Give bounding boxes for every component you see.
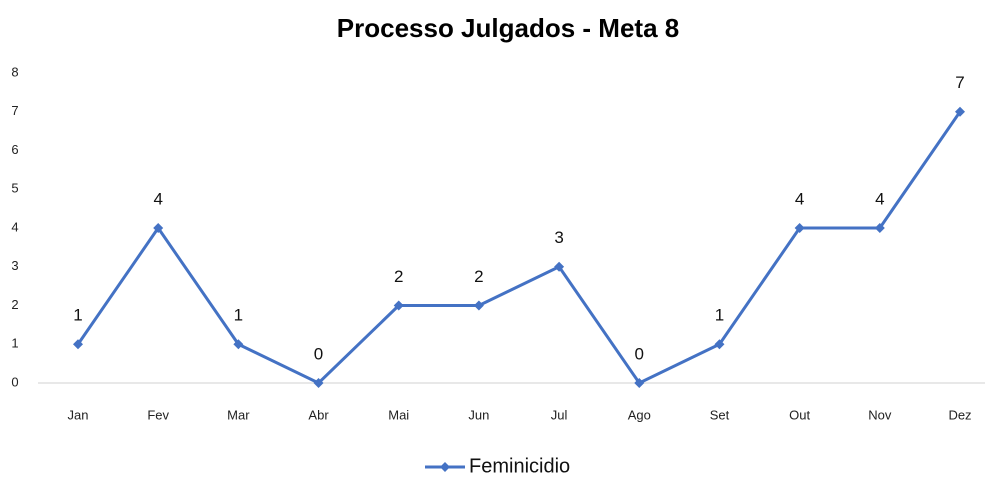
data-point: [393, 300, 404, 311]
data-point: [955, 106, 965, 117]
x-tick-label: Ago: [628, 407, 651, 422]
data-point: [473, 300, 484, 311]
data-point: [554, 261, 565, 272]
data-label: 7: [955, 73, 964, 92]
data-point: [874, 223, 885, 233]
data-label: 1: [73, 306, 82, 325]
y-tick-label: 0: [11, 374, 18, 389]
x-tick-label: Fev: [147, 407, 169, 422]
data-point: [634, 378, 645, 388]
y-tick-label: 5: [11, 181, 18, 196]
data-line: [76, 110, 962, 385]
x-tick-label: Out: [789, 407, 810, 422]
data-point: [794, 223, 805, 233]
y-tick-label: 3: [11, 258, 18, 273]
data-point: [153, 223, 164, 233]
data-label: 2: [394, 267, 403, 286]
data-label: 2: [474, 267, 483, 286]
y-tick-label: 6: [11, 142, 18, 157]
x-tick-label: Abr: [308, 407, 329, 422]
data-label: 0: [635, 344, 644, 363]
x-tick-label: Nov: [868, 407, 892, 422]
x-tick-label: Dez: [948, 407, 971, 422]
data-label: 0: [314, 344, 323, 363]
data-point: [233, 339, 244, 350]
x-tick-label: Jun: [468, 407, 489, 422]
y-tick-label: 8: [11, 64, 18, 79]
x-tick-label: Jan: [68, 407, 89, 422]
x-tick-label: Mai: [388, 407, 409, 422]
data-label: 4: [875, 189, 884, 208]
data-label: 4: [795, 189, 804, 208]
x-tick-label: Mar: [227, 407, 250, 422]
x-tick-label: Jul: [551, 407, 568, 422]
data-point: [313, 378, 324, 388]
data-label: 1: [715, 306, 724, 325]
y-tick-label: 2: [11, 297, 18, 312]
data-label: 3: [554, 228, 563, 247]
data-point: [714, 339, 725, 350]
data-label: 1: [234, 306, 243, 325]
legend-marker: [440, 462, 450, 472]
legend-label: Feminicidio: [469, 455, 570, 477]
y-tick-label: 7: [11, 103, 18, 118]
data-label: 4: [153, 189, 162, 208]
y-tick-label: 4: [11, 219, 18, 234]
chart-title: Processo Julgados - Meta 8: [337, 13, 679, 43]
data-point: [73, 339, 83, 350]
y-tick-label: 1: [11, 336, 18, 351]
x-tick-label: Set: [710, 407, 730, 422]
